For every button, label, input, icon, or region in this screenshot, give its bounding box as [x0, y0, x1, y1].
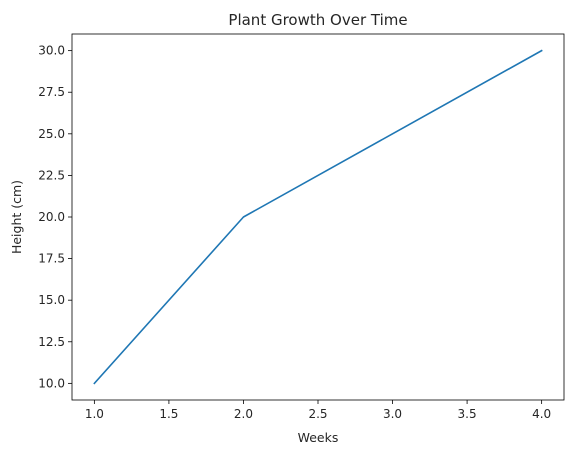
y-tick-label: 10.0 — [38, 376, 65, 390]
y-axis-label: Height (cm) — [9, 180, 24, 254]
y-tick-label: 20.0 — [38, 210, 65, 224]
x-axis-label: Weeks — [298, 430, 339, 445]
x-tick-label: 1.5 — [159, 407, 178, 421]
y-tick-label: 30.0 — [38, 44, 65, 58]
y-tick-label: 15.0 — [38, 293, 65, 307]
plot-area: 1.0 1.5 2.0 2.5 3.0 3.5 4.0 10.0 12.5 15.0 17.5 20… — [38, 33, 565, 421]
y-tick-label: 25.0 — [38, 127, 65, 141]
x-tick-label: 2.0 — [234, 407, 253, 421]
y-tick-label: 27.5 — [38, 85, 65, 99]
series-line — [93, 49, 543, 385]
series-layer — [93, 49, 543, 385]
x-tick-label: 3.5 — [458, 407, 477, 421]
x-tick-label: 3.0 — [383, 407, 402, 421]
y-tick-label: 12.5 — [38, 335, 65, 349]
y-axis-ticks: 10.0 12.5 15.0 17.5 20.0 22.5 25.0 27.5 30.0 — [38, 44, 72, 390]
x-tick-label: 2.5 — [308, 407, 327, 421]
y-tick-label: 22.5 — [38, 168, 65, 182]
x-tick-label: 4.0 — [532, 407, 551, 421]
x-axis-ticks: 1.0 1.5 2.0 2.5 3.0 3.5 4.0 — [85, 400, 551, 421]
x-tick-label: 1.0 — [85, 407, 104, 421]
y-tick-label: 17.5 — [38, 252, 65, 266]
chart-title: Plant Growth Over Time — [228, 11, 407, 29]
plot-frame — [71, 33, 565, 401]
